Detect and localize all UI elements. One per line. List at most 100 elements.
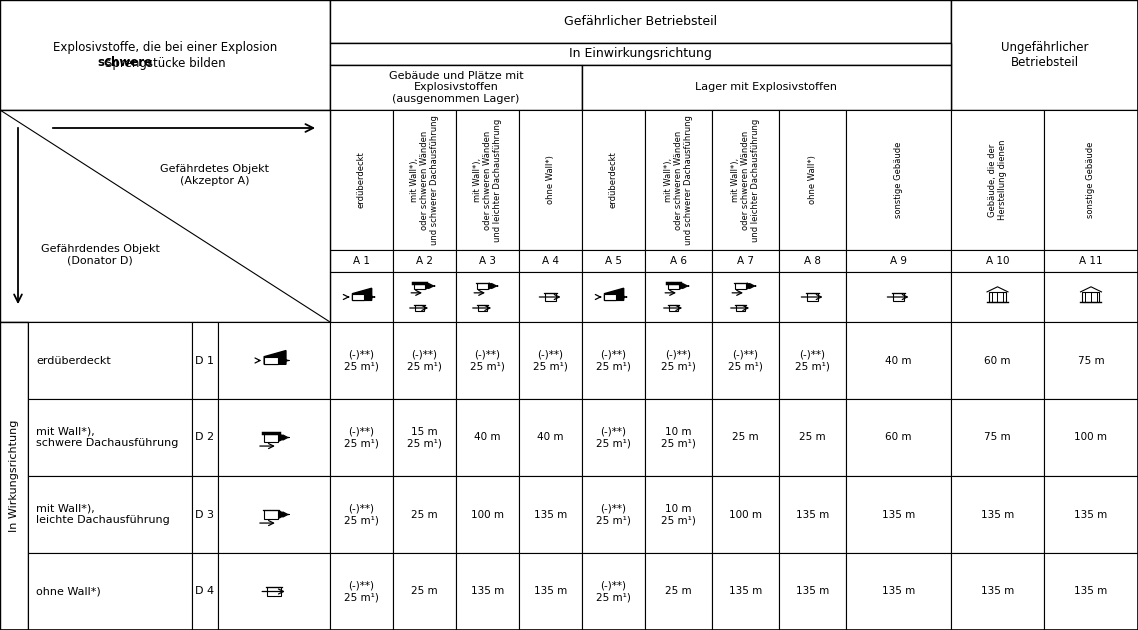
Bar [582,399,645,476]
Bar [330,322,393,399]
Text: A 1: A 1 [353,256,370,266]
Text: D 2: D 2 [196,433,215,442]
Text: 100 m: 100 m [471,510,504,520]
Bar [330,476,393,553]
Text: 25 m: 25 m [411,587,438,597]
Bar [645,272,712,322]
Text: (-)**)
25 m¹): (-)**) 25 m¹) [661,350,696,371]
Text: Gebäude und Plätze mit
Explosivstoffen
(ausgenommen Lager): Gebäude und Plätze mit Explosivstoffen (… [389,71,523,104]
Text: (-)**)
25 m¹): (-)**) 25 m¹) [470,350,505,371]
Bar [393,476,456,553]
Bar [712,322,780,399]
Text: A 3: A 3 [479,256,496,266]
Text: 75 m: 75 m [984,433,1011,442]
Bar [645,476,712,553]
Text: Gebäude, die der
Herstellung dienen: Gebäude, die der Herstellung dienen [988,140,1007,220]
Bar [846,250,951,272]
Bar [668,283,679,289]
Text: 40 m: 40 m [475,433,501,442]
Bar [582,322,645,399]
Bar [393,553,456,630]
Text: A 11: A 11 [1079,256,1103,266]
Text: (-)**)
25 m¹): (-)**) 25 m¹) [596,581,630,602]
Text: In Wirkungsrichtung: In Wirkungsrichtung [9,420,19,532]
Bar [478,305,487,311]
Bar [0,110,330,322]
Bar [582,476,645,553]
Text: sonstige Gebäude: sonstige Gebäude [1087,142,1096,218]
Bar [519,553,582,630]
Text: A 8: A 8 [805,256,820,266]
Text: 135 m: 135 m [981,587,1014,597]
Text: Gefährdetes Objekt
(Akzeptor A): Gefährdetes Objekt (Akzeptor A) [160,164,270,186]
Bar [264,433,278,442]
Bar [582,65,951,110]
Text: A 7: A 7 [737,256,754,266]
Bar [456,322,519,399]
Bar [519,272,582,322]
Bar [951,110,1044,250]
Text: 135 m: 135 m [534,510,567,520]
Text: 10 m
25 m¹): 10 m 25 m¹) [661,427,696,449]
Bar [28,322,192,399]
Bar [582,110,645,250]
Bar [415,305,424,311]
Bar [264,357,278,364]
Polygon shape [279,434,286,441]
Polygon shape [426,283,431,289]
Text: Gefährlicher Betriebsteil: Gefährlicher Betriebsteil [564,15,717,28]
Text: 40 m: 40 m [537,433,563,442]
Bar [519,322,582,399]
Bar [192,553,218,630]
Bar [604,294,617,301]
Text: ohne Wall*): ohne Wall*) [808,156,817,205]
Bar [456,250,519,272]
Bar [192,322,218,399]
Bar [330,65,582,110]
Bar [218,322,330,399]
Bar [519,110,582,250]
Bar [780,110,846,250]
Bar [951,250,1044,272]
Text: (-)**)
25 m¹): (-)**) 25 m¹) [596,350,630,371]
Text: 60 m: 60 m [885,433,912,442]
Bar [264,357,278,364]
Bar [477,283,488,289]
Text: Lager mit Explosivstoffen: Lager mit Explosivstoffen [695,83,838,93]
Polygon shape [264,350,286,364]
Text: 15 m
25 m¹): 15 m 25 m¹) [407,427,442,449]
Bar [951,322,1044,399]
Bar [519,399,582,476]
Bar [780,399,846,476]
Bar [192,399,218,476]
Text: A 6: A 6 [670,256,687,266]
Text: 10 m
25 m¹): 10 m 25 m¹) [661,504,696,525]
Text: D 4: D 4 [196,587,215,597]
Bar [735,283,745,289]
Bar [892,293,905,301]
Text: mit Wall*),
oder schweren Wänden
und schwerer Dachausführung: mit Wall*), oder schweren Wänden und sch… [410,115,439,245]
Text: (-)**)
25 m¹): (-)**) 25 m¹) [533,350,568,371]
Bar [218,476,330,553]
Bar [645,553,712,630]
Text: 60 m: 60 m [984,355,1011,365]
Text: 135 m: 135 m [882,587,915,597]
Bar [712,110,780,250]
Bar [645,399,712,476]
Polygon shape [679,283,686,289]
Text: mit Wall*),
leichte Dachausführung: mit Wall*), leichte Dachausführung [36,504,170,525]
Bar [330,110,393,250]
Text: 25 m: 25 m [411,510,438,520]
Text: ohne Wall*): ohne Wall*) [546,156,555,205]
Bar [28,399,192,476]
Text: schwere: schwere [98,57,152,69]
Bar [951,399,1044,476]
Bar [951,476,1044,553]
Bar [807,293,818,301]
Bar [582,553,645,630]
Text: (-)**)
25 m¹): (-)**) 25 m¹) [344,350,379,371]
Bar [456,399,519,476]
Bar [780,272,846,322]
Bar [267,587,281,596]
Text: 135 m: 135 m [882,510,915,520]
